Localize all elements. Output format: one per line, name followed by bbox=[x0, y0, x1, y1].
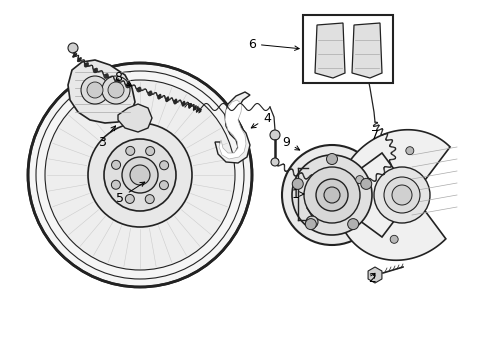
Circle shape bbox=[355, 56, 369, 70]
Circle shape bbox=[373, 167, 429, 223]
Polygon shape bbox=[219, 100, 245, 159]
Circle shape bbox=[326, 153, 337, 165]
Polygon shape bbox=[314, 23, 345, 78]
Circle shape bbox=[145, 147, 154, 156]
Text: 4: 4 bbox=[251, 112, 270, 128]
Circle shape bbox=[282, 145, 381, 245]
Circle shape bbox=[292, 178, 303, 189]
Circle shape bbox=[104, 139, 176, 211]
Circle shape bbox=[291, 155, 371, 235]
Circle shape bbox=[347, 219, 358, 230]
Circle shape bbox=[383, 177, 419, 213]
Circle shape bbox=[68, 43, 78, 53]
Circle shape bbox=[305, 219, 316, 230]
Text: 1: 1 bbox=[291, 188, 303, 201]
Circle shape bbox=[358, 59, 366, 67]
Polygon shape bbox=[118, 104, 152, 132]
Polygon shape bbox=[351, 23, 381, 78]
Circle shape bbox=[355, 176, 363, 184]
Circle shape bbox=[269, 130, 280, 140]
Bar bbox=[303, 15, 392, 83]
Circle shape bbox=[28, 63, 251, 287]
Text: 7: 7 bbox=[370, 129, 378, 141]
Polygon shape bbox=[215, 92, 249, 163]
Circle shape bbox=[111, 160, 121, 169]
Circle shape bbox=[360, 178, 371, 189]
Circle shape bbox=[45, 80, 235, 270]
Circle shape bbox=[305, 216, 317, 228]
Polygon shape bbox=[68, 60, 135, 123]
Circle shape bbox=[125, 147, 135, 156]
Circle shape bbox=[270, 158, 279, 166]
Circle shape bbox=[125, 194, 134, 203]
Circle shape bbox=[159, 181, 168, 190]
Circle shape bbox=[87, 82, 103, 98]
Circle shape bbox=[111, 180, 120, 189]
Circle shape bbox=[88, 123, 192, 227]
Polygon shape bbox=[367, 267, 381, 283]
Text: 5: 5 bbox=[116, 182, 144, 204]
Circle shape bbox=[324, 187, 339, 203]
Circle shape bbox=[405, 147, 413, 155]
Circle shape bbox=[389, 235, 397, 243]
Circle shape bbox=[391, 185, 411, 205]
Text: 2: 2 bbox=[367, 271, 375, 284]
Circle shape bbox=[145, 195, 154, 204]
Text: 8: 8 bbox=[114, 71, 131, 86]
Circle shape bbox=[304, 167, 359, 223]
Circle shape bbox=[81, 76, 109, 104]
Circle shape bbox=[130, 165, 150, 185]
Text: 9: 9 bbox=[282, 135, 299, 150]
Circle shape bbox=[159, 161, 168, 170]
Circle shape bbox=[108, 82, 124, 98]
Circle shape bbox=[102, 76, 130, 104]
Text: 6: 6 bbox=[247, 37, 299, 50]
Text: 3: 3 bbox=[98, 126, 115, 149]
Polygon shape bbox=[336, 130, 449, 260]
Circle shape bbox=[315, 179, 347, 211]
Circle shape bbox=[122, 157, 158, 193]
